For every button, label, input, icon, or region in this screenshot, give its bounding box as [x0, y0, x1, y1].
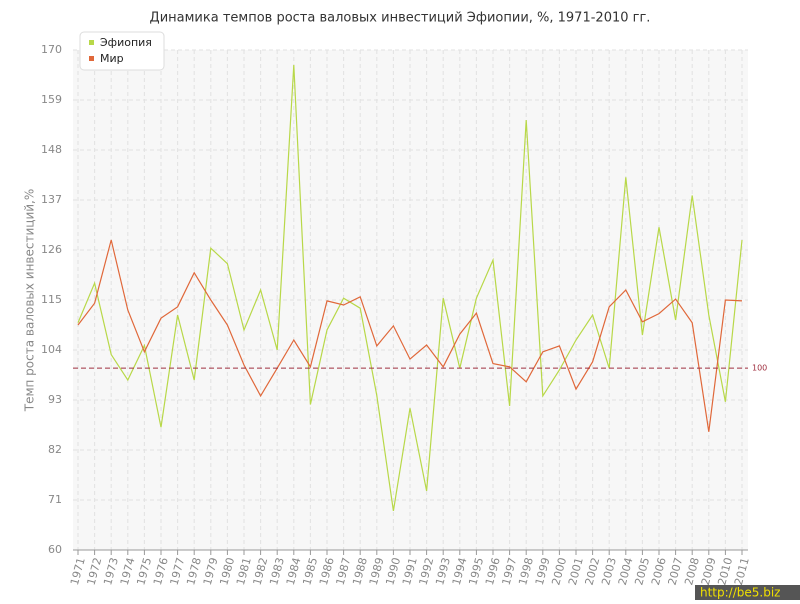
y-tick-label: 126 — [41, 243, 62, 256]
y-tick-label: 93 — [48, 393, 62, 406]
y-tick-label: 60 — [48, 543, 62, 556]
y-tick-label: 82 — [48, 443, 62, 456]
y-tick-label: 71 — [48, 493, 62, 506]
y-tick-label: 148 — [41, 143, 62, 156]
legend-box — [79, 31, 165, 71]
watermark: http://be5.biz — [700, 586, 780, 600]
y-tick-label: 115 — [41, 293, 62, 306]
y-tick-label: 104 — [41, 343, 62, 356]
legend-label: Мир — [100, 52, 124, 65]
y-tick-label: 159 — [41, 93, 62, 106]
series-line — [77, 64, 743, 512]
reference-label: 100 — [752, 364, 767, 373]
series-line — [77, 239, 743, 432]
watermark-bg — [695, 585, 800, 600]
y-axis-label: Темп роста валовых инвестиций,% — [23, 189, 37, 413]
y-tick-label: 170 — [41, 43, 62, 56]
legend-label: Эфиопия — [100, 36, 152, 49]
x-tick-label: 2011 — [732, 556, 752, 586]
legend-swatch — [89, 40, 94, 45]
y-tick-label: 137 — [41, 193, 62, 206]
chart-title: Динамика темпов роста валовых инвестиций… — [150, 11, 651, 26]
legend-swatch — [89, 56, 94, 61]
